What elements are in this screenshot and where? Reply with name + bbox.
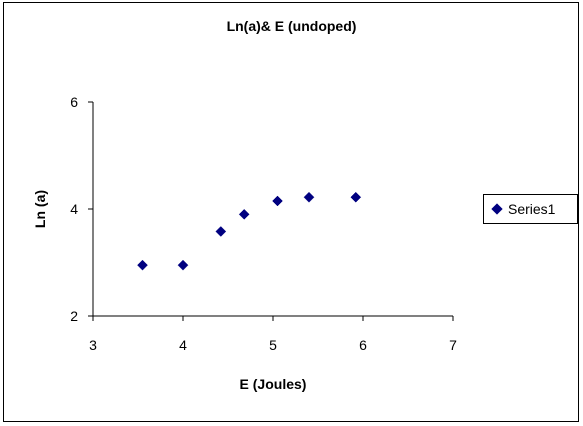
- y-tick-label-6: 6: [70, 94, 78, 110]
- data-point-0-3: [238, 208, 250, 220]
- x-tick-label-3: 3: [89, 337, 97, 353]
- y-tick-label-2: 2: [70, 308, 78, 324]
- data-point-0-5: [303, 191, 315, 203]
- x-tick-label-4: 4: [179, 337, 187, 353]
- x-axis-label: E (Joules): [240, 376, 307, 392]
- chart-title: Ln(a)& E (undoped): [226, 18, 357, 34]
- data-point-0-6: [350, 191, 362, 203]
- x-tick-label-5: 5: [269, 337, 277, 353]
- legend-marker-series1: [491, 203, 503, 215]
- y-tick-label-4: 4: [70, 201, 78, 217]
- data-point-0-4: [272, 195, 283, 207]
- x-tick-label-7: 7: [449, 337, 457, 353]
- legend-label-series1: Series1: [508, 201, 556, 217]
- data-point-0-0: [137, 259, 148, 271]
- data-point-0-2: [215, 226, 227, 237]
- data-point-0-1: [177, 259, 189, 271]
- y-axis-label: Ln (a): [32, 190, 48, 228]
- x-tick-label-6: 6: [359, 337, 367, 353]
- legend: Series1: [483, 194, 578, 224]
